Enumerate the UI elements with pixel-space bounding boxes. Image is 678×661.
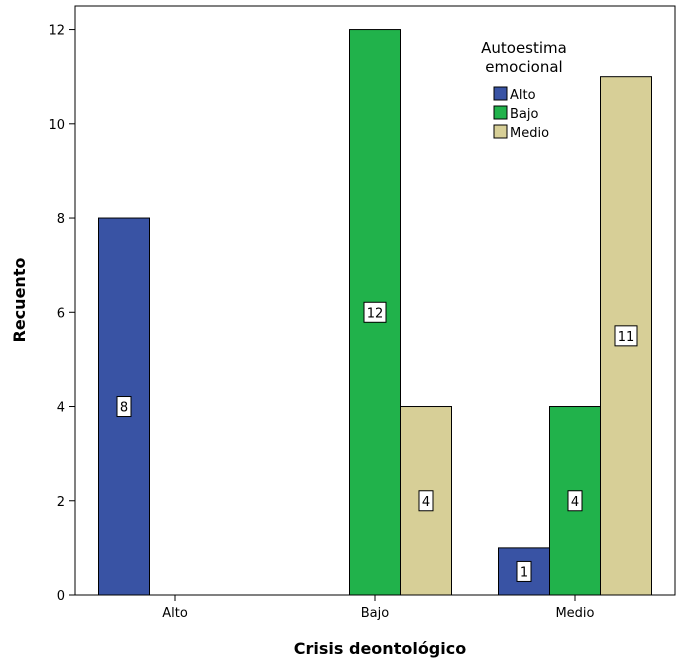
legend-title-line-1: Autoestima xyxy=(481,39,567,57)
data-label-bajo-bajo: 12 xyxy=(367,306,384,321)
y-axis-title: Recuento xyxy=(10,258,29,343)
y-tick-label: 12 xyxy=(48,24,65,39)
data-label-box xyxy=(116,396,132,418)
data-label-box xyxy=(567,490,583,512)
data-label-bajo-medio: 4 xyxy=(422,495,430,510)
legend-swatch-alto xyxy=(493,86,508,101)
legend: Autoestima emocional Alto Bajo Medio xyxy=(481,39,567,141)
data-label-alto-alto: 8 xyxy=(120,401,128,416)
data-label-medio-alto: 1 xyxy=(520,565,528,580)
data-label-box xyxy=(363,301,387,323)
legend-title-line-2: emocional xyxy=(485,58,562,76)
x-tick-label-bajo: Bajo xyxy=(361,606,389,621)
y-tick-label: 2 xyxy=(57,495,65,510)
y-tick-label: 8 xyxy=(57,212,65,227)
data-label-box xyxy=(614,325,638,347)
data-label-medio-medio: 11 xyxy=(618,330,635,345)
y-tick-label: 10 xyxy=(48,118,65,133)
data-labels-group: 8 12 4 1 4 11 xyxy=(116,301,638,582)
x-axis-title: Crisis deontológico xyxy=(294,639,466,658)
legend-label-bajo: Bajo xyxy=(510,107,538,122)
x-axis: Alto Bajo Medio xyxy=(162,595,595,621)
x-tick-label-alto: Alto xyxy=(162,606,188,621)
y-tick-label: 4 xyxy=(57,401,65,416)
y-tick-label: 6 xyxy=(57,306,65,321)
x-tick-label-medio: Medio xyxy=(555,606,594,621)
legend-label-medio: Medio xyxy=(510,126,549,141)
data-label-medio-bajo: 4 xyxy=(571,495,579,510)
y-tick-label: 0 xyxy=(57,589,65,604)
data-label-box xyxy=(516,560,532,582)
legend-label-alto: Alto xyxy=(510,88,536,103)
legend-swatch-bajo xyxy=(493,105,508,120)
data-label-box xyxy=(418,490,434,512)
y-axis: 0 2 4 6 8 10 12 xyxy=(48,24,75,604)
legend-swatch-medio xyxy=(493,124,508,139)
